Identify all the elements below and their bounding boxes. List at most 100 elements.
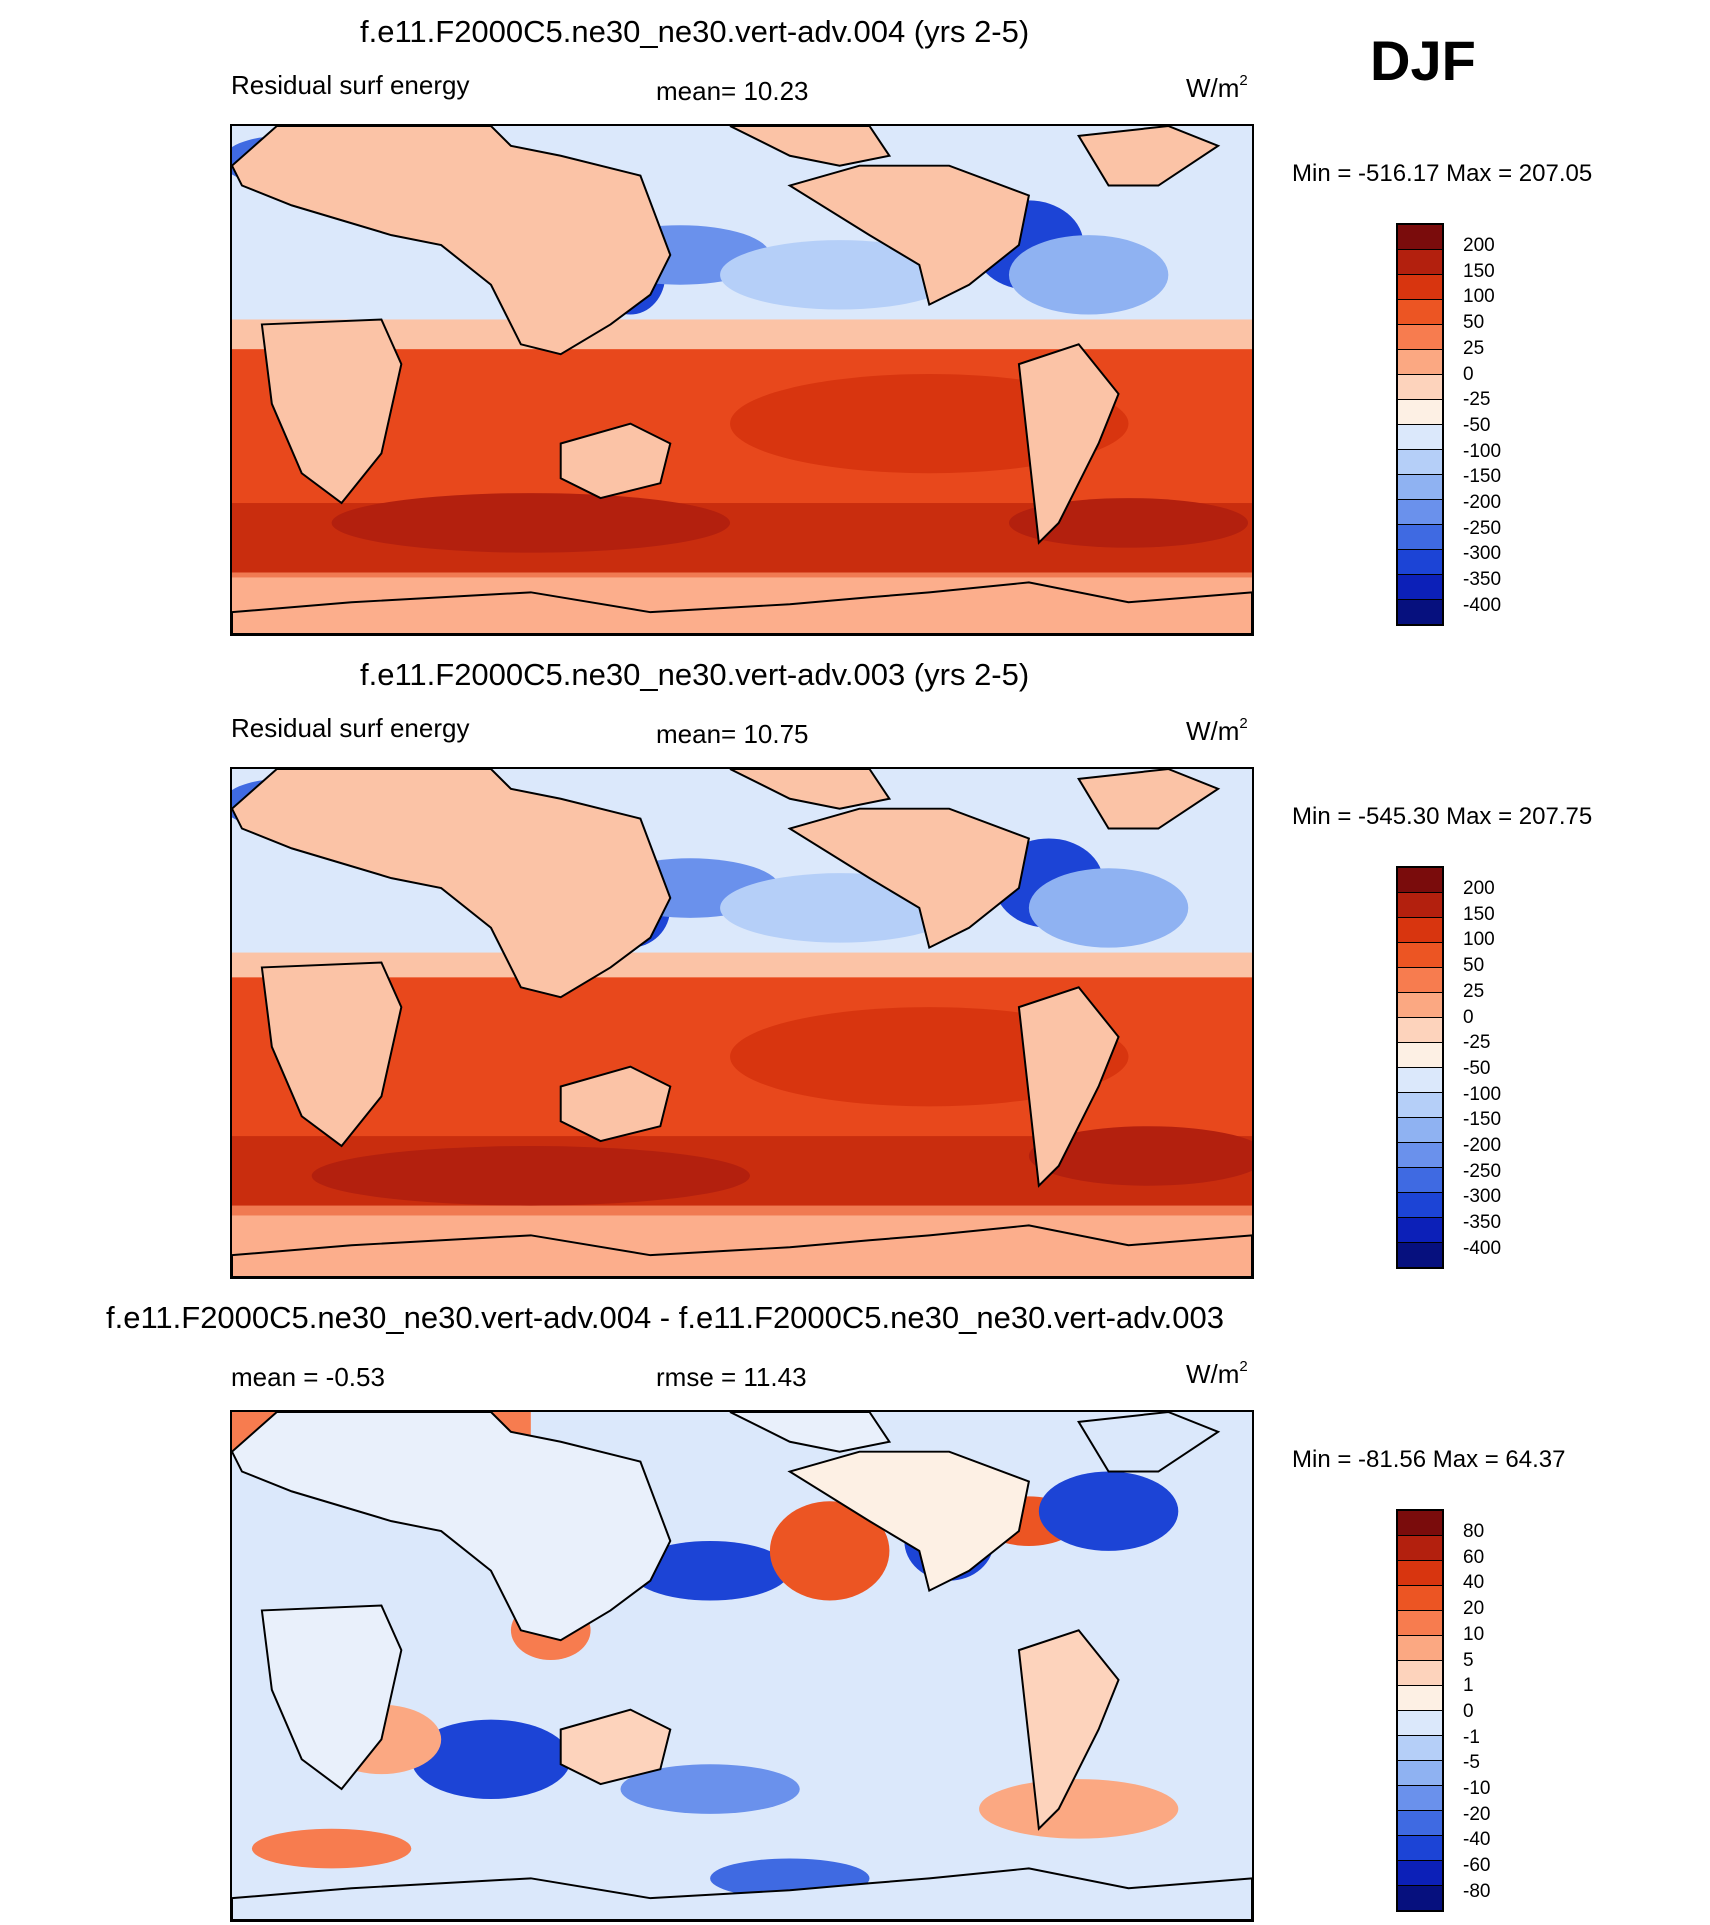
colorbar-tick: -250 xyxy=(1463,517,1502,539)
colorbar-tick: 0 xyxy=(1463,363,1474,385)
colorbar-segment xyxy=(1398,918,1442,943)
panel-3-minmax: Min = -81.56 Max = 64.37 xyxy=(1292,1446,1566,1473)
colorbar-tick: 100 xyxy=(1463,929,1495,951)
colorbar-segment xyxy=(1398,1886,1442,1910)
panel-1-minmax: Min = -516.17 Max = 207.05 xyxy=(1292,160,1593,187)
panel-3-unit-label: W/m2 xyxy=(1186,1358,1248,1389)
colorbar-segment xyxy=(1398,1536,1442,1561)
colorbar-segment xyxy=(1398,475,1442,500)
colorbar-tick: -40 xyxy=(1463,1829,1491,1851)
colorbar-segment xyxy=(1398,575,1442,600)
colorbar-segment xyxy=(1398,1043,1442,1068)
colorbar-segment xyxy=(1398,1511,1442,1536)
colorbar-segment xyxy=(1398,1193,1442,1218)
colorbar-segment xyxy=(1398,1068,1442,1093)
panel-1-variable-label: Residual surf energy xyxy=(231,70,470,100)
colorbar-segment xyxy=(1398,225,1442,250)
colorbar-segment xyxy=(1398,350,1442,375)
colorbar-segment xyxy=(1398,500,1442,525)
colorbar-tick: 25 xyxy=(1463,337,1485,359)
colorbar-tick: 0 xyxy=(1463,1700,1474,1722)
colorbar-tick: 200 xyxy=(1463,235,1495,256)
colorbar-tick: 50 xyxy=(1463,312,1485,334)
colorbar-tick: -250 xyxy=(1463,1160,1502,1182)
colorbar-tick: -100 xyxy=(1463,440,1502,462)
colorbar-segment xyxy=(1398,1761,1442,1786)
panel-3-rmse-label: rmse = 11.43 xyxy=(656,1362,807,1392)
colorbar-tick: -150 xyxy=(1463,466,1502,488)
panel-2-minmax: Min = -545.30 Max = 207.75 xyxy=(1292,803,1593,830)
panel-1-colorbar-ticks: 200 150 100 50 25 0 -25 -50 -100 -150 -2… xyxy=(1463,235,1501,617)
colorbar-segment xyxy=(1398,400,1442,425)
colorbar-tick: -20 xyxy=(1463,1803,1491,1825)
colorbar-segment xyxy=(1398,868,1442,893)
colorbar-tick: 100 xyxy=(1463,286,1495,308)
colorbar-tick: 50 xyxy=(1463,955,1485,977)
colorbar-tick: -60 xyxy=(1463,1855,1491,1877)
colorbar-segment xyxy=(1398,993,1442,1018)
colorbar-segment xyxy=(1398,1611,1442,1636)
colorbar-tick: 1 xyxy=(1463,1675,1474,1697)
colorbar-segment xyxy=(1398,325,1442,350)
colorbar-segment xyxy=(1398,550,1442,575)
colorbar-segment xyxy=(1398,375,1442,400)
colorbar-segment xyxy=(1398,300,1442,325)
colorbar-tick: 25 xyxy=(1463,980,1485,1002)
colorbar-segment xyxy=(1398,1243,1442,1267)
panel-3-map xyxy=(230,1410,1254,1922)
colorbar-segment xyxy=(1398,893,1442,918)
panel-2-unit-label: W/m2 xyxy=(1186,715,1248,746)
colorbar-tick: -1 xyxy=(1463,1726,1480,1748)
colorbar-segment xyxy=(1398,600,1442,624)
colorbar-segment xyxy=(1398,1686,1442,1711)
colorbar-segment xyxy=(1398,943,1442,968)
panel-2-map xyxy=(230,767,1254,1279)
panel-3-mean-label: mean = -0.53 xyxy=(231,1362,385,1392)
colorbar-tick: -10 xyxy=(1463,1778,1491,1800)
colorbar-tick: -150 xyxy=(1463,1109,1502,1131)
colorbar-segment xyxy=(1398,1143,1442,1168)
colorbar-tick: 60 xyxy=(1463,1546,1485,1568)
colorbar-tick: 40 xyxy=(1463,1572,1485,1594)
colorbar-tick: -400 xyxy=(1463,594,1502,616)
panel-3-colorbar-ticks: 80 60 40 20 10 5 1 0 -1 -5 -10 -20 -40 -… xyxy=(1463,1521,1490,1903)
colorbar-segment xyxy=(1398,1736,1442,1761)
colorbar-tick: -200 xyxy=(1463,1135,1502,1157)
panel-2-variable-label: Residual surf energy xyxy=(231,713,470,743)
colorbar-tick: -400 xyxy=(1463,1237,1502,1259)
panel-1-map-svg xyxy=(232,126,1252,634)
colorbar-tick: -50 xyxy=(1463,1057,1491,1079)
colorbar-tick: -50 xyxy=(1463,414,1491,436)
colorbar-segment xyxy=(1398,1093,1442,1118)
colorbar-tick: -25 xyxy=(1463,1032,1491,1054)
colorbar-segment xyxy=(1398,968,1442,993)
colorbar-segment xyxy=(1398,1118,1442,1143)
colorbar-tick: 10 xyxy=(1463,1623,1485,1645)
colorbar-segment xyxy=(1398,1836,1442,1861)
colorbar-tick: -80 xyxy=(1463,1880,1491,1902)
panel-1-colorbar xyxy=(1396,223,1444,626)
colorbar-tick: 150 xyxy=(1463,260,1495,282)
colorbar-tick: -25 xyxy=(1463,389,1491,411)
panel-2-colorbar-ticks: 200 150 100 50 25 0 -25 -50 -100 -150 -2… xyxy=(1463,878,1501,1260)
panel-2-map-svg xyxy=(232,769,1252,1277)
panel-1-mean-label: mean= 10.23 xyxy=(656,76,809,106)
colorbar-segment xyxy=(1398,525,1442,550)
colorbar-tick: 20 xyxy=(1463,1598,1485,1620)
colorbar-tick: -5 xyxy=(1463,1752,1480,1774)
colorbar-segment xyxy=(1398,1861,1442,1886)
colorbar-segment xyxy=(1398,1711,1442,1736)
colorbar-tick: 5 xyxy=(1463,1649,1474,1671)
panel-3-colorbar xyxy=(1396,1509,1444,1912)
panel-1-unit-label: W/m2 xyxy=(1186,72,1248,103)
colorbar-segment xyxy=(1398,425,1442,450)
colorbar-tick: -350 xyxy=(1463,1212,1502,1234)
colorbar-segment xyxy=(1398,1586,1442,1611)
panel-2-colorbar xyxy=(1396,866,1444,1269)
colorbar-segment xyxy=(1398,275,1442,300)
season-label: DJF xyxy=(1370,29,1476,92)
colorbar-tick: 80 xyxy=(1463,1521,1485,1542)
colorbar-tick: -300 xyxy=(1463,543,1502,565)
colorbar-segment xyxy=(1398,1561,1442,1586)
colorbar-tick: 200 xyxy=(1463,878,1495,899)
